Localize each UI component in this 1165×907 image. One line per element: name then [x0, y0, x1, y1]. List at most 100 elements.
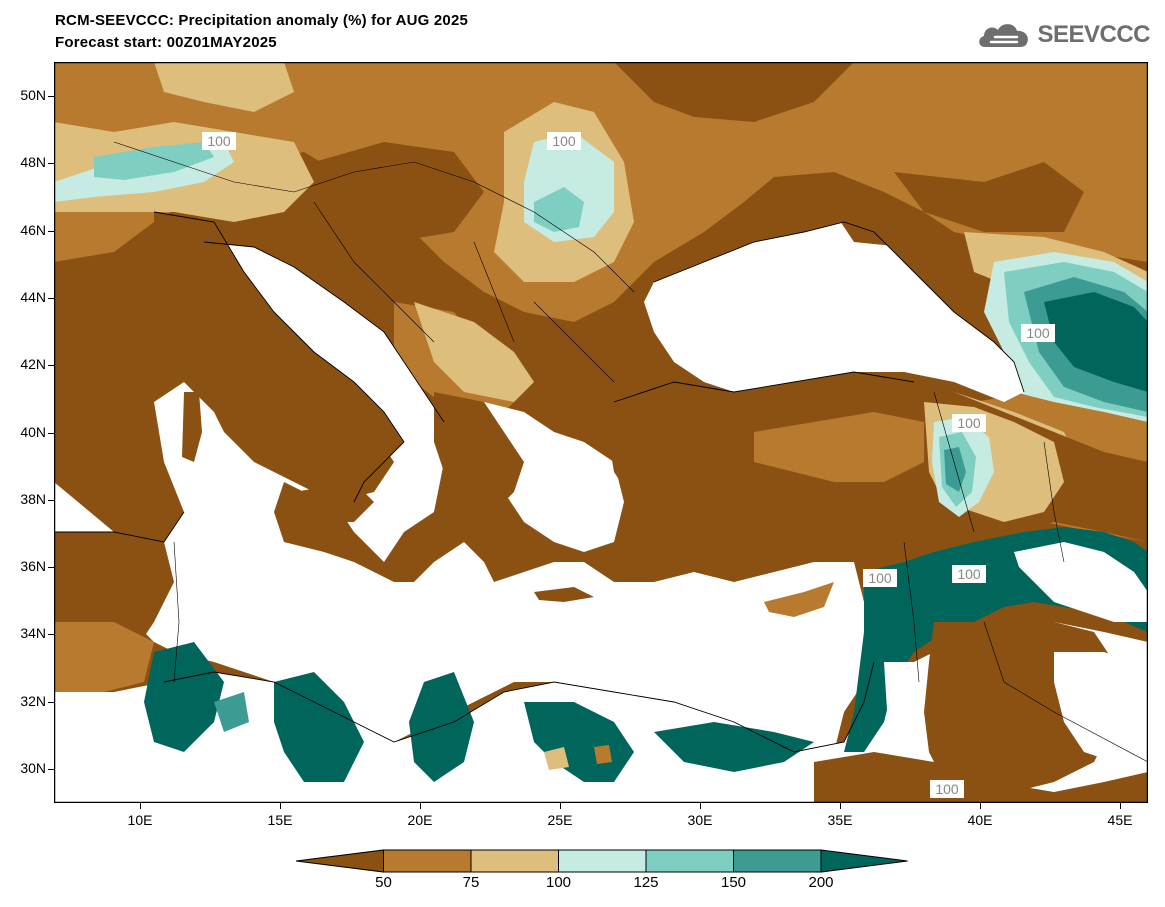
lat-tick: [48, 769, 54, 770]
lat-label-44n: 44N: [20, 288, 46, 305]
anomaly-75-100-north: [154, 62, 294, 112]
contour-label-7: 100: [930, 780, 964, 798]
greece: [434, 392, 524, 542]
lon-tick: [1120, 803, 1121, 809]
cloud-icon: [979, 24, 1029, 47]
north-africa-west-light: [54, 622, 154, 692]
colorbar-label-75: 75: [462, 874, 480, 891]
colorbar-label-50: 50: [375, 874, 392, 891]
contour-label-3-text: 100: [1026, 325, 1050, 341]
contour-label-3: 100: [1021, 324, 1055, 342]
contour-label-5: 100: [863, 569, 897, 587]
teal-egypt-2: [654, 722, 814, 772]
cyprus: [764, 582, 834, 617]
lat-tick: [48, 297, 54, 299]
anomaly-125-150-alps: [94, 142, 214, 180]
colorbar-segment-4: [645, 849, 734, 873]
colorbar-segment-5: [733, 849, 822, 873]
contour-label-5-text: 100: [868, 570, 892, 586]
precipitation-anomaly-map: 100 100 100 100 100 100: [53, 61, 1149, 804]
sea-mediterranean: [54, 252, 874, 762]
sicily: [294, 482, 374, 522]
colorbar-svg: [295, 849, 908, 873]
lat-label-36n: 36N: [20, 558, 46, 575]
colorbar-segment-2: [470, 849, 559, 873]
lat-label-48n: 48N: [20, 154, 46, 171]
colorbar-segment-1: [383, 849, 472, 873]
arabia-brown: [814, 752, 1148, 803]
lat-tick: [48, 163, 54, 165]
country-borders: [113, 141, 1148, 763]
anomaly-75-100-balkan: [414, 302, 534, 402]
middle-east-white-1: [1014, 542, 1148, 622]
lat-tick: [48, 230, 54, 232]
contour-label-4-text: 100: [957, 415, 981, 431]
lat-tick: [48, 567, 54, 569]
lon-label-15e: 15E: [267, 812, 293, 828]
contour-label-4: 100: [952, 414, 986, 432]
lat-tick: [48, 634, 54, 636]
anomaly-above200-east: [1044, 292, 1148, 392]
anomaly-below50-core-1: [314, 142, 484, 242]
lon-label-40e: 40E: [967, 812, 993, 828]
contour-label-6: 100: [952, 565, 986, 583]
lat-tick: [48, 432, 54, 434]
lat-tick: [48, 365, 54, 367]
map-title: RCM-SEEVCCC: Precipitation anomaly (%) f…: [55, 12, 469, 29]
lon-label-35e: 35E: [827, 812, 853, 828]
teal-libya-3: [409, 672, 474, 782]
colorbar: [295, 848, 910, 879]
sea-black-sea: [644, 222, 1024, 402]
lat-label-38n: 38N: [20, 490, 46, 507]
sea-aegean: [484, 402, 624, 552]
lon-label-30e: 30E: [687, 812, 713, 828]
lat-label-32n: 32N: [20, 692, 46, 709]
contour-label-2-text: 100: [552, 133, 576, 149]
colorbar-label-150: 150: [720, 874, 747, 891]
colorbar-label-100: 100: [545, 874, 572, 891]
anomaly-below50-core-3: [894, 162, 1084, 232]
sardinia: [182, 392, 202, 462]
coastline: [54, 211, 1025, 753]
lon-tick: [840, 803, 841, 809]
turkey-50-75: [754, 412, 924, 482]
lat-label-50n: 50N: [20, 87, 46, 103]
lat-label-30n: 30N: [20, 760, 46, 776]
lat-tick: [48, 701, 54, 703]
lon-label-20e: 20E: [407, 812, 433, 828]
contour-label-7-text: 100: [935, 781, 959, 797]
lat-tick: [48, 499, 54, 501]
contour-label-2: 100: [547, 132, 581, 150]
colorbar-label-200: 200: [808, 874, 834, 891]
anomaly-below50-core-2: [644, 62, 834, 102]
teal-libya-2: [274, 672, 364, 782]
lon-tick: [140, 803, 141, 809]
tan-egypt: [544, 747, 569, 770]
middle-east-white-2: [1054, 652, 1148, 762]
lon-tick: [280, 803, 281, 809]
lat-label-46n: 46N: [20, 221, 46, 238]
map-frame: [53, 61, 1149, 804]
middle-east-white-3: [884, 662, 924, 742]
colorbar-segment-3: [558, 849, 647, 873]
lon-tick: [700, 803, 701, 809]
logo-text: SEEVCCC: [1037, 21, 1150, 48]
teal-libya-1: [144, 642, 224, 752]
colorbar-segment-above200: [820, 849, 908, 873]
lon-label-10e: 10E: [127, 812, 153, 828]
lon-tick: [560, 803, 561, 809]
colorbar-segment-below50: [295, 849, 384, 873]
contour-label-1: 100: [202, 132, 236, 150]
anomaly-125-150-carpathian: [534, 187, 584, 232]
contour-label-6-text: 100: [957, 566, 981, 582]
sea-adriatic: [204, 242, 444, 442]
contour-label-1-text: 100: [207, 133, 231, 149]
crimea: [834, 202, 934, 247]
lat-label-40n: 40N: [20, 423, 46, 440]
lat-label-34n: 34N: [20, 625, 46, 642]
map-subtitle: Forecast start: 00Z01MAY2025: [55, 34, 277, 51]
turkey-east-darkteal: [944, 447, 966, 492]
italy: [154, 212, 404, 502]
brown-egypt: [594, 745, 612, 764]
lon-tick: [980, 803, 981, 809]
